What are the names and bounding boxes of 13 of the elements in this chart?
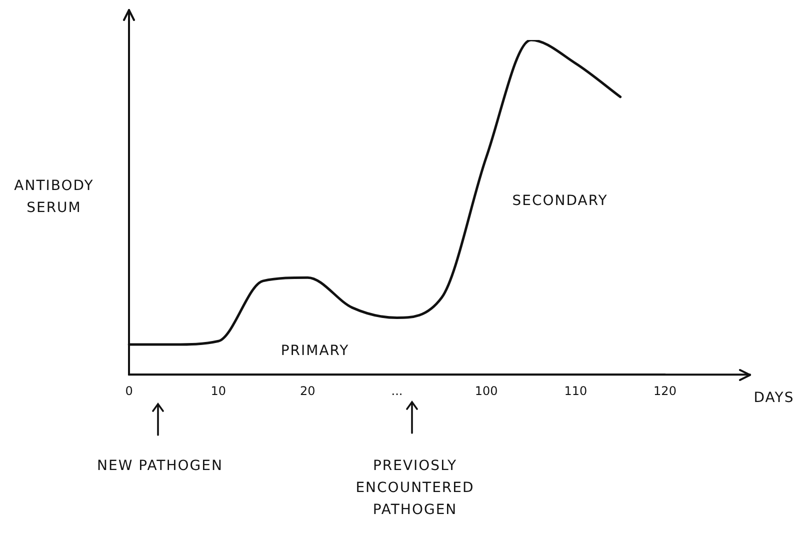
annotation: SECONDARY	[511, 192, 609, 211]
x-tick-label: 100	[474, 384, 498, 398]
x-tick-label: 120	[654, 384, 676, 398]
x-tick-label: ...	[391, 384, 403, 398]
x-tick-label: 0	[125, 384, 133, 398]
x-tick-label: 10	[210, 384, 226, 398]
annotation: PRIMARY	[280, 342, 350, 361]
y-axis-title: ANTIBODY SERUM	[13, 177, 95, 218]
text: DAYS	[752, 389, 796, 408]
text: NEW PATHOGEN	[96, 457, 224, 476]
text: PREVIOSLY ENCOUNTERED PATHOGEN	[354, 457, 476, 520]
x-tick-label: 20	[300, 384, 316, 398]
x-tick-label: 110	[564, 384, 588, 398]
